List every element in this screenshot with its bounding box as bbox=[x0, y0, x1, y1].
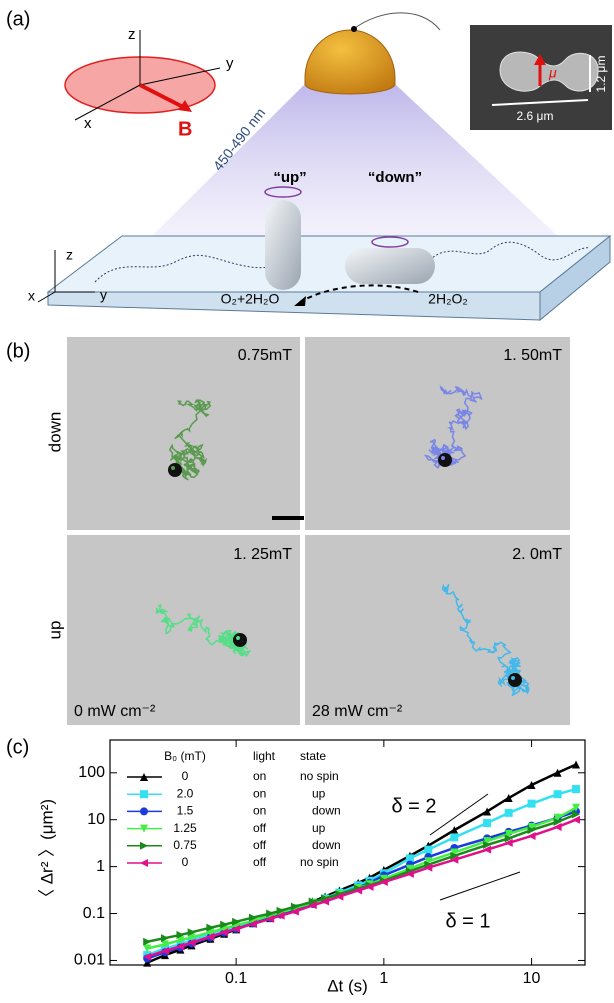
data-point bbox=[528, 800, 536, 808]
field-label: B bbox=[178, 118, 192, 140]
x-tick-label: 10 bbox=[523, 970, 541, 987]
guide-line bbox=[440, 872, 520, 900]
particle-highlight bbox=[171, 466, 175, 470]
figure: (a) z y x B 450-490 nm μ 2.6 μm 1.2 μm “… bbox=[0, 0, 614, 998]
annotation: δ = 1 bbox=[445, 910, 490, 932]
micrograph bbox=[67, 535, 300, 725]
x-axis-label: Δt (s) bbox=[327, 976, 368, 995]
intensity-label: 0 mW cm⁻² bbox=[74, 703, 156, 720]
panel-label: (b) bbox=[6, 340, 30, 362]
particle bbox=[508, 673, 522, 687]
decoration bbox=[351, 26, 357, 32]
row-label: up bbox=[45, 621, 64, 640]
data-point bbox=[554, 790, 562, 798]
axis-label: x bbox=[84, 115, 92, 132]
legend-label: 0 bbox=[182, 769, 189, 783]
legend-header: light bbox=[253, 749, 276, 763]
field-label: 0.75mT bbox=[238, 347, 292, 364]
legend-marker bbox=[140, 859, 148, 867]
reaction-reactant: 2H₂O₂ bbox=[428, 291, 468, 307]
panel-b: (b) down up 0.75mT 1. 50mT 1. 25mT 2. 0m… bbox=[6, 337, 570, 725]
y-tick-label: 100 bbox=[78, 764, 105, 781]
substrate bbox=[48, 236, 610, 292]
axis-label: y bbox=[100, 287, 107, 303]
panel-label: (a) bbox=[6, 8, 30, 30]
legend-label: on bbox=[253, 769, 266, 783]
data-point bbox=[483, 819, 491, 827]
legend-label: no spin bbox=[300, 855, 339, 869]
legend-label: up bbox=[312, 786, 326, 800]
legend-label: off bbox=[253, 838, 267, 852]
state-label: “up” bbox=[273, 169, 306, 186]
particle-up bbox=[265, 200, 301, 290]
particle-highlight bbox=[236, 636, 240, 640]
state-label: “down” bbox=[368, 169, 422, 186]
particle-down bbox=[345, 248, 435, 284]
x-tick-label: 1 bbox=[379, 970, 388, 987]
legend-marker bbox=[140, 790, 148, 798]
axis-label: x bbox=[28, 288, 35, 304]
annotation: δ = 2 bbox=[391, 795, 436, 817]
legend-marker bbox=[140, 842, 148, 850]
legend-label: no spin bbox=[300, 769, 339, 783]
reaction-product: O₂+2H₂O bbox=[221, 291, 280, 307]
y-tick-label: 0.01 bbox=[74, 952, 105, 969]
y-tick-label: 1 bbox=[96, 858, 105, 875]
legend-header: B₀ (mT) bbox=[164, 749, 206, 763]
axis-label: z bbox=[66, 247, 73, 263]
legend-label: 1.5 bbox=[177, 804, 194, 818]
micrograph bbox=[305, 337, 570, 530]
panel-a: (a) z y x B 450-490 nm μ 2.6 μm 1.2 μm “… bbox=[6, 8, 612, 320]
micrograph bbox=[305, 535, 570, 725]
intensity-label: 28 mW cm⁻² bbox=[312, 703, 403, 720]
micrograph bbox=[67, 337, 300, 530]
particle bbox=[438, 453, 452, 467]
y-axis-label: 〈 Δr² 〉(μm²) bbox=[37, 799, 56, 906]
legend-label: 2.0 bbox=[177, 786, 194, 800]
legend-label: 0 bbox=[182, 855, 189, 869]
legend-label: off bbox=[253, 855, 267, 869]
data-point bbox=[450, 833, 458, 841]
axis-label: z bbox=[128, 26, 136, 43]
legend-label: on bbox=[253, 804, 266, 818]
legend-header: state bbox=[300, 749, 326, 763]
legend-label: 0.75 bbox=[173, 838, 197, 852]
wire bbox=[355, 13, 440, 30]
field-label: 1. 50mT bbox=[503, 347, 562, 364]
data-point bbox=[505, 809, 513, 817]
particle bbox=[233, 633, 247, 647]
particle-highlight bbox=[441, 456, 445, 460]
panel-c: (c) 0.1 1 10 0.01 0.1 1 10 100 Δt (s) 〈 Δr² 〉(μm²… bbox=[6, 736, 585, 995]
panel-label: (c) bbox=[6, 736, 29, 758]
x-tick-label: 0.1 bbox=[225, 970, 247, 987]
row-label: down bbox=[45, 412, 64, 453]
data-point bbox=[424, 846, 432, 854]
legend-label: down bbox=[312, 838, 341, 852]
light-source bbox=[305, 30, 395, 94]
legend-label: off bbox=[253, 821, 267, 835]
field-label: 1. 25mT bbox=[233, 546, 292, 563]
y-tick-label: 0.1 bbox=[83, 905, 105, 922]
legend-label: 1.25 bbox=[173, 821, 197, 835]
moment-label: μ bbox=[548, 65, 557, 81]
legend-label: on bbox=[253, 786, 266, 800]
width-label: 1.2 μm bbox=[594, 56, 608, 93]
field-label: 2. 0mT bbox=[512, 546, 562, 563]
length-label: 2.6 μm bbox=[517, 109, 554, 123]
y-tick-label: 10 bbox=[87, 811, 105, 828]
legend-marker bbox=[140, 807, 148, 815]
particle bbox=[168, 463, 182, 477]
data-point bbox=[572, 785, 580, 793]
legend-label: up bbox=[312, 821, 326, 835]
legend-label: down bbox=[312, 804, 341, 818]
particle-highlight bbox=[511, 676, 515, 680]
axis-label: y bbox=[226, 55, 234, 72]
